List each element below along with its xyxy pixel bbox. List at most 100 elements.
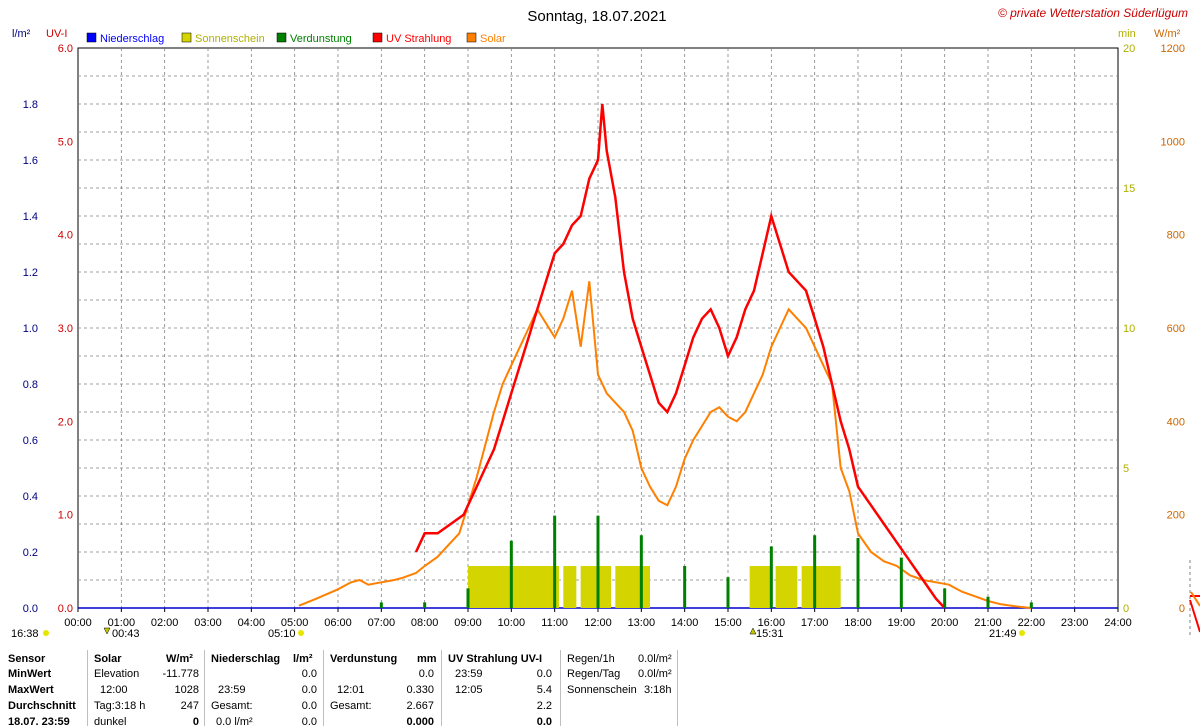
uv-tick-label: 2.0 <box>58 416 73 428</box>
x-tick-label: 08:00 <box>411 617 439 629</box>
solar-tick-label: 800 <box>1167 230 1185 242</box>
rain-day-value: 0.0l/m² <box>638 668 672 680</box>
solar-min-time: Elevation <box>94 668 140 680</box>
noon-marker-icon <box>749 627 757 635</box>
x-tick-label: 16:00 <box>758 617 786 629</box>
precip-tick-label: 1.4 <box>23 211 38 223</box>
marker-noon: 15:31 <box>756 628 784 640</box>
uv-current-value: 0.0 <box>536 716 552 728</box>
copyright-text: © private Wetterstation Süderlügum <box>998 6 1188 20</box>
mini-panel <box>1189 560 1200 638</box>
x-tick-label: 06:00 <box>324 617 352 629</box>
legend: Niederschlag Sonnenschein Verdunstung UV St… <box>86 32 506 45</box>
sunrise-icon <box>298 630 304 636</box>
precip-tick-label: 1.2 <box>23 267 38 279</box>
x-tick-label: 04:00 <box>238 617 266 629</box>
x-tick-label: 11:00 <box>541 617 568 629</box>
x-axis: 00:00 01:00 02:00 03:00 04:00 05:00 06:00 07:00… <box>64 607 1132 629</box>
sun-tick-label: 15 <box>1123 183 1135 195</box>
row-label-min: MinWert <box>8 668 52 680</box>
precip-tick-label: 0.2 <box>23 547 38 559</box>
precip-tick-label: 0.4 <box>23 491 38 503</box>
x-tick-label: 21:00 <box>974 617 1002 629</box>
legend-swatch-0 <box>86 32 97 43</box>
chart-title: Sonntag, 18.07.2021 <box>527 8 666 25</box>
uv-header: UV Strahlung UV-I <box>448 653 543 665</box>
right-inner-unit: min <box>1118 28 1136 40</box>
evap-max-value: 0.330 <box>406 684 434 696</box>
uv-max-value: 5.4 <box>536 684 552 696</box>
table-divider <box>323 650 324 726</box>
sun-tick-label: 20 <box>1123 43 1135 55</box>
solar-line <box>298 281 1032 609</box>
precip-current-time: 0.0 l/m² <box>216 716 253 728</box>
uv-tick-label: 5.0 <box>58 136 73 148</box>
sun-markers: 16:38 00:43 05:10 15:31 21:49 <box>11 627 1025 640</box>
uv-tick-label: 0.0 <box>58 603 73 615</box>
table-divider <box>677 650 678 726</box>
uv-max-time: 12:05 <box>455 684 483 696</box>
x-tick-label: 09:00 <box>454 617 482 629</box>
evap-header: Verdunstung <box>330 653 398 665</box>
row-label-avg: Durchschnitt <box>8 700 76 712</box>
legend-swatch-2 <box>276 32 287 43</box>
uv-min-value: 0.0 <box>536 668 552 680</box>
sunshine-label: Sonnenschein <box>567 684 637 696</box>
x-tick-label: 13:00 <box>628 617 656 629</box>
legend-label-4: Solar <box>480 33 506 45</box>
x-tick-label: 23:00 <box>1061 617 1089 629</box>
legend-label-2: Verdunstung <box>290 33 352 45</box>
legend-label-0: Niederschlag <box>100 33 164 45</box>
sunshine-bar <box>468 566 512 608</box>
legend-swatch-1 <box>181 32 192 43</box>
sunshine-bar <box>615 566 650 608</box>
solar-avg-value: 247 <box>180 700 199 712</box>
uv-min-time: 23:59 <box>455 668 483 680</box>
solar-tick-label: 0 <box>1179 603 1185 615</box>
sunset-icon <box>1019 630 1025 636</box>
table-divider <box>441 650 442 726</box>
row-label-max: MaxWert <box>8 684 54 696</box>
precip-tick-label: 1.8 <box>23 99 38 111</box>
x-tick-label: 05:00 <box>281 617 309 629</box>
marker-nadir: 00:43 <box>112 628 140 640</box>
mini-uv-line <box>1189 599 1200 633</box>
sunshine-bar <box>563 566 577 608</box>
x-tick-label: 03:00 <box>194 617 222 629</box>
x-tick-label: 02:00 <box>151 617 179 629</box>
precip-current-value: 0.0 <box>301 716 317 728</box>
evap-current-value: 0.000 <box>406 716 434 728</box>
solar-current-time: dunkel <box>94 716 127 728</box>
legend-swatch-4 <box>466 32 477 43</box>
legend-label-1: Sonnenschein <box>195 33 265 45</box>
solar-tick-label: 600 <box>1167 323 1185 335</box>
solar-avg-time: Tag:3:18 h <box>94 700 146 712</box>
sun-tick-label: 0 <box>1123 603 1129 615</box>
solar-tick-label: 200 <box>1167 510 1185 522</box>
x-tick-label: 20:00 <box>931 617 959 629</box>
precip-tick-label: 0.8 <box>23 379 38 391</box>
solar-tick-label: 400 <box>1167 416 1185 428</box>
precip-total-label: Gesamt: <box>211 700 253 712</box>
precip-tick-label: 1.0 <box>23 323 38 335</box>
precip-unit: l/m² <box>293 653 313 665</box>
evap-max-time: 12:01 <box>337 684 365 696</box>
plot-area <box>298 103 1033 609</box>
sunshine-bar <box>775 566 798 608</box>
x-tick-label: 12:00 <box>584 617 612 629</box>
rain-1h-value: 0.0l/m² <box>638 653 672 665</box>
uv-tick-label: 6.0 <box>58 43 73 55</box>
solar-current-value: 0 <box>192 716 199 728</box>
solar-max-time: 12:00 <box>100 684 128 696</box>
solar-min-value: -11.778 <box>162 668 200 680</box>
x-tick-label: 19:00 <box>888 617 916 629</box>
x-tick-label: 17:00 <box>801 617 829 629</box>
table-divider <box>204 650 205 726</box>
table-divider <box>87 650 88 726</box>
sunshine-bar <box>511 566 559 608</box>
uv-tick-label: 1.0 <box>58 510 73 522</box>
x-tick-label: 18:00 <box>844 617 872 629</box>
x-tick-label: 14:00 <box>671 617 699 629</box>
rain-day-label: Regen/Tag <box>567 668 621 680</box>
